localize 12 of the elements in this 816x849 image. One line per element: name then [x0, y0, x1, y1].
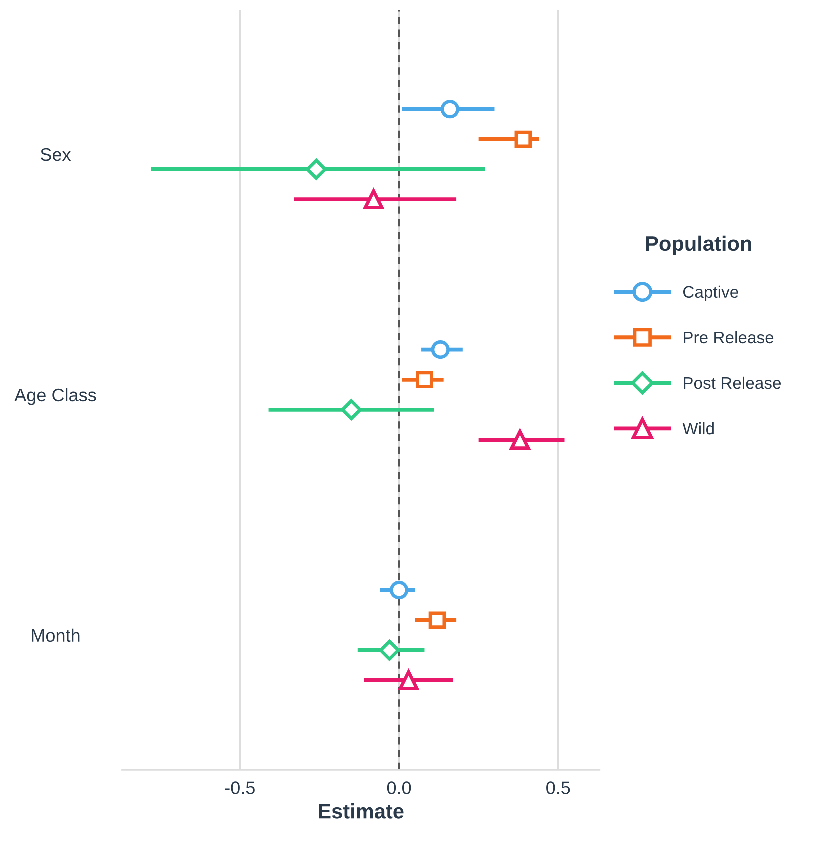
x-axis-title: Estimate: [319, 804, 404, 819]
y-tick-label: Sex: [41, 148, 72, 162]
legend-label: Wild: [682, 422, 714, 435]
y-tick-label: Month: [32, 628, 80, 642]
x-tick-label: -0.5: [225, 782, 255, 794]
legend-label: Pre Release: [684, 331, 774, 344]
legend-label: Captive: [683, 286, 738, 302]
legend-title: Population: [646, 236, 752, 256]
x-tick-label: 0.0: [387, 782, 412, 794]
x-tick-label: 0.5: [546, 782, 570, 794]
y-tick-label: Age Class: [14, 388, 96, 406]
legend-label: Post Release: [684, 376, 782, 390]
